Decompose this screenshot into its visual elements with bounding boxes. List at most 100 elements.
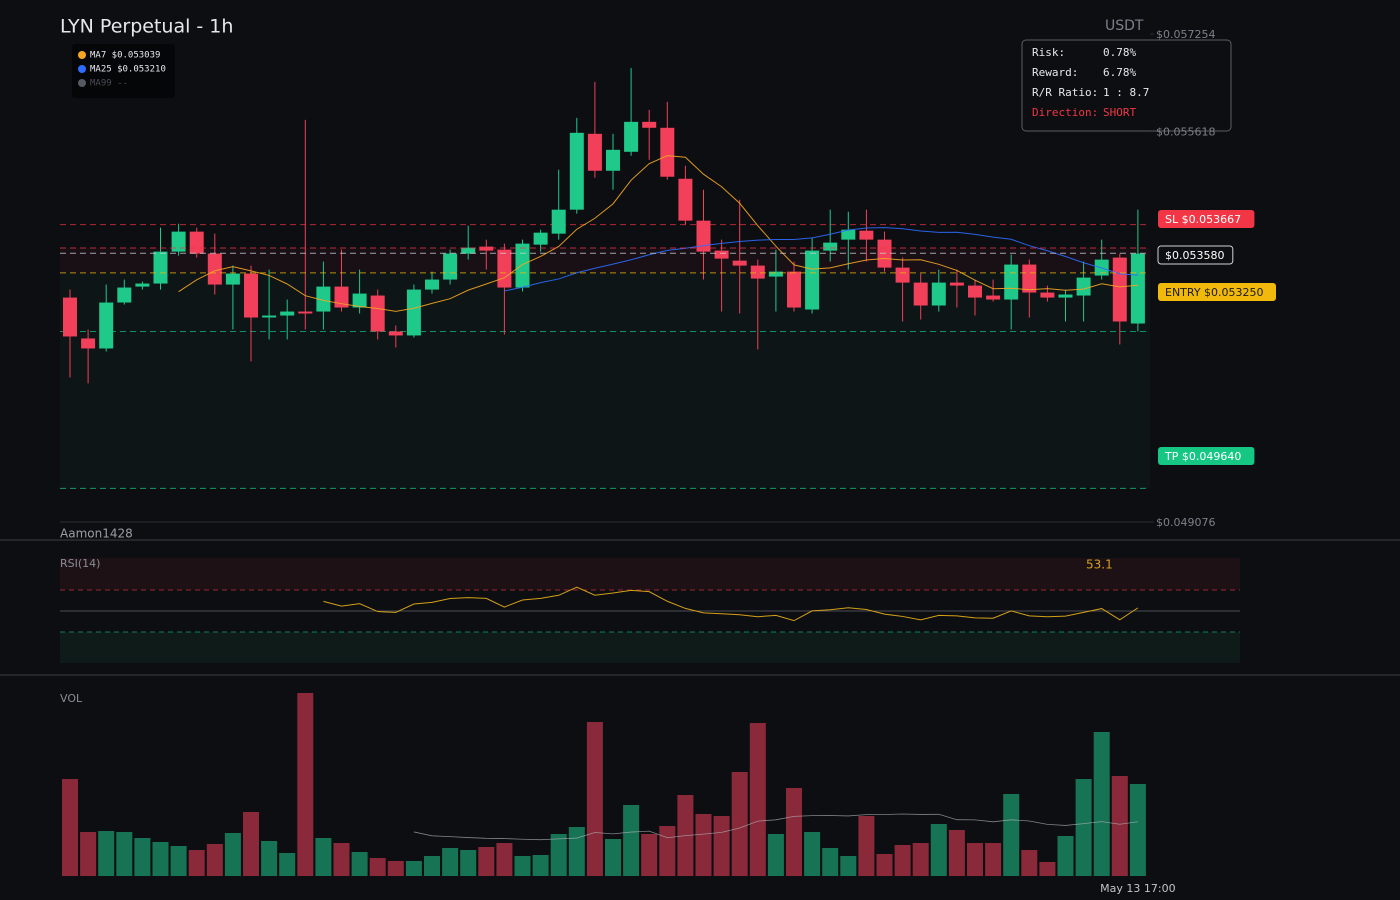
candle-body — [678, 178, 693, 221]
risk-key: Direction: — [1032, 106, 1098, 119]
candle-body — [624, 121, 639, 152]
candle-body — [931, 282, 946, 306]
volume-bar — [387, 861, 404, 876]
watermark: Aamon1428 — [60, 527, 133, 541]
risk-value: 0.78% — [1103, 46, 1136, 59]
level-tag-background — [1158, 283, 1276, 301]
volume-bar — [550, 834, 567, 876]
volume-bar — [1021, 850, 1038, 876]
candle-body — [425, 279, 439, 290]
volume-bar — [206, 844, 223, 876]
volume-bar — [315, 838, 332, 876]
candle-body — [732, 260, 747, 266]
candle-body — [406, 289, 421, 336]
legend-dot — [78, 65, 86, 73]
volume-bar — [224, 833, 241, 876]
volume-bar — [948, 830, 965, 876]
candle-body — [1112, 257, 1127, 322]
level-tag-label: TP $0.049640 — [1164, 450, 1241, 463]
candle-body — [334, 286, 349, 308]
candle-body — [244, 273, 258, 318]
risk-value: SHORT — [1103, 106, 1136, 119]
candle-body — [443, 253, 458, 280]
candle-body — [986, 295, 1001, 300]
candle-body — [750, 265, 765, 279]
volume-bar — [188, 850, 205, 876]
rsi-label: RSI(14) — [60, 557, 100, 570]
level-tag: $0.053580 — [1157, 245, 1234, 265]
risk-panel-background — [1021, 39, 1232, 132]
volume-bar — [930, 824, 947, 876]
volume-bar — [804, 832, 821, 876]
candle-body — [117, 287, 132, 303]
level-tag-background — [1158, 210, 1255, 228]
y-tick-label: $0.055618 — [1156, 126, 1216, 139]
chart-title: LYN Perpetual - 1h — [60, 16, 233, 38]
candle-body — [587, 133, 602, 171]
volume-bar — [424, 856, 440, 876]
candle-body — [913, 282, 928, 306]
volume-bar — [261, 841, 278, 876]
rsi-value: 53.1 — [1086, 558, 1113, 572]
volume-bar — [623, 805, 640, 876]
candle-body — [99, 302, 114, 349]
y-tick-label: $0.057254 — [1156, 28, 1216, 41]
volume-bar — [1093, 732, 1110, 876]
volume-bar — [1111, 776, 1128, 876]
volume-bar — [369, 858, 386, 876]
ma-line — [504, 227, 1138, 292]
risk-key: Reward: — [1032, 66, 1078, 79]
volume-label: VOL — [60, 692, 83, 705]
y-tick-label: $0.049076 — [1156, 516, 1216, 529]
volume-bar — [442, 848, 459, 876]
volume-bar — [731, 772, 748, 876]
legend-label: MA7 $0.053039 — [90, 51, 160, 61]
risk-value: 6.78% — [1103, 66, 1136, 79]
rsi-oversold-zone — [60, 632, 1240, 663]
rsi-line — [323, 586, 1139, 622]
legend-label: MA25 $0.053210 — [90, 65, 166, 75]
volume-bar — [496, 843, 513, 876]
rsi-overbought-zone — [60, 558, 1240, 590]
candle-body — [823, 242, 838, 251]
level-tag-label: $0.053580 — [1165, 249, 1225, 262]
candle-body — [207, 253, 222, 285]
candle-body — [660, 127, 675, 177]
candle-body — [1058, 294, 1073, 298]
candle-body — [859, 230, 874, 240]
candle-body — [262, 315, 277, 318]
legend-dot — [78, 79, 86, 87]
x-tick-label: May 13 17:00 — [1100, 882, 1175, 895]
candle-body — [388, 331, 403, 336]
volume-bar — [659, 826, 676, 876]
reward-zone — [60, 272, 1150, 489]
candle-body — [1130, 253, 1145, 324]
volume-bar — [243, 812, 259, 876]
volume-bar — [170, 846, 187, 876]
candle-body — [1022, 264, 1037, 293]
volume-bar — [478, 847, 495, 876]
candle-body — [968, 285, 982, 298]
volume-bar — [1129, 784, 1146, 876]
volume-bar — [586, 722, 603, 876]
currency-label: USDT — [1105, 18, 1144, 34]
candle-body — [370, 295, 385, 332]
candle-body — [714, 250, 729, 259]
level-tag-label: SL $0.053667 — [1165, 213, 1241, 226]
candle-body — [1040, 292, 1055, 298]
risk-key: R/R Ratio: — [1032, 86, 1098, 99]
volume-bar — [985, 843, 1002, 876]
level-tag: SL $0.053667 — [1158, 210, 1255, 228]
level-tag-label: ENTRY $0.053250 — [1165, 286, 1264, 299]
volume-bar — [98, 831, 115, 876]
candle-body — [642, 121, 657, 128]
volume-bar — [279, 853, 296, 876]
candle-body — [497, 249, 512, 288]
candle-body — [569, 132, 584, 210]
volume-bar — [912, 843, 929, 876]
candle-body — [805, 250, 820, 310]
candle-body — [225, 273, 240, 285]
volume-bar — [1057, 836, 1074, 876]
risk-panel: Risk: 0.78% Reward: 6.78% R/R Ratio: 1 : 8.7 D… — [1021, 39, 1232, 132]
volume-bar — [894, 845, 911, 876]
